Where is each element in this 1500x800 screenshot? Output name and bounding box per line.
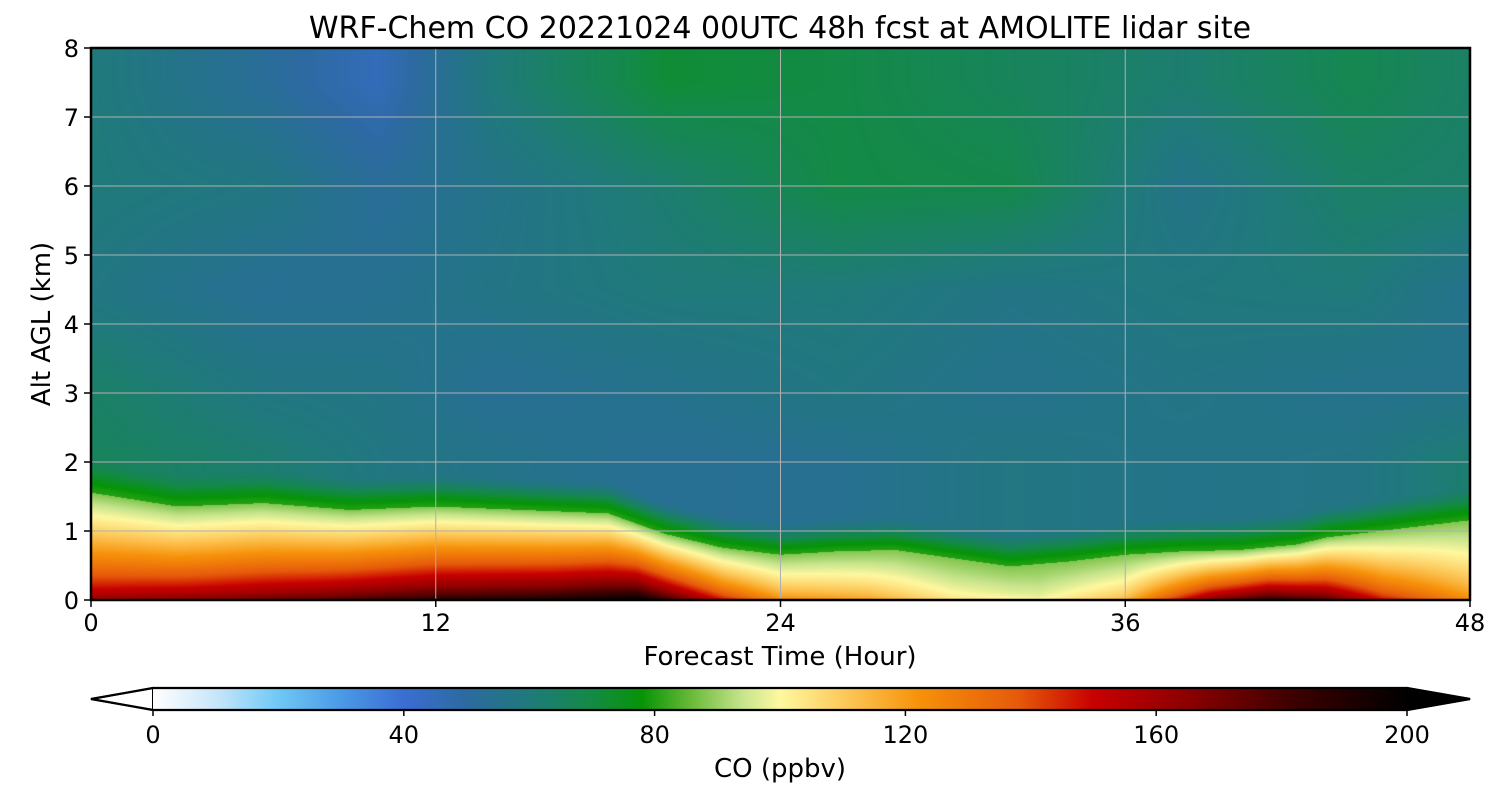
colorbar-tick-label: 120 (882, 721, 928, 749)
colorbar-body (153, 688, 1407, 710)
y-axis-ticks: 0 1 2 3 4 5 6 7 8 (64, 35, 91, 615)
colorbar: 0 40 80 120 160 200 CO (ppbv) (90, 686, 1471, 784)
y-tick-label: 0 (64, 587, 79, 615)
y-tick-label: 1 (64, 518, 79, 546)
colorbar-tick-label: 200 (1384, 721, 1430, 749)
x-axis-label: Forecast Time (Hour) (643, 642, 916, 672)
grid-lines (91, 48, 1470, 600)
x-axis-ticks: 0 12 24 36 48 (83, 600, 1485, 637)
chart-title: WRF-Chem CO 20221024 00UTC 48h fcst at A… (309, 11, 1251, 46)
colorbar-extend-high (1406, 686, 1471, 712)
x-tick-label: 48 (1455, 609, 1486, 637)
colorbar-label: CO (ppbv) (714, 754, 846, 784)
x-tick-label: 24 (765, 609, 796, 637)
colorbar-tick-label: 80 (639, 721, 670, 749)
colorbar-tick-label: 40 (389, 721, 420, 749)
x-tick-label: 36 (1110, 609, 1141, 637)
y-tick-label: 5 (64, 242, 79, 270)
colorbar-tick-label: 0 (145, 721, 160, 749)
y-tick-label: 7 (64, 104, 79, 132)
colorbar-tick-label: 160 (1133, 721, 1179, 749)
y-tick-label: 4 (64, 311, 79, 339)
y-axis-label: Alt AGL (km) (27, 242, 57, 406)
colorbar-extend-low (90, 686, 154, 712)
y-tick-label: 3 (64, 380, 79, 408)
y-tick-label: 6 (64, 173, 79, 201)
x-tick-label: 12 (420, 609, 451, 637)
y-tick-label: 2 (64, 449, 79, 477)
y-tick-label: 8 (64, 35, 79, 63)
x-tick-label: 0 (83, 609, 98, 637)
colorbar-ticks: 0 40 80 120 160 200 (145, 710, 1430, 749)
